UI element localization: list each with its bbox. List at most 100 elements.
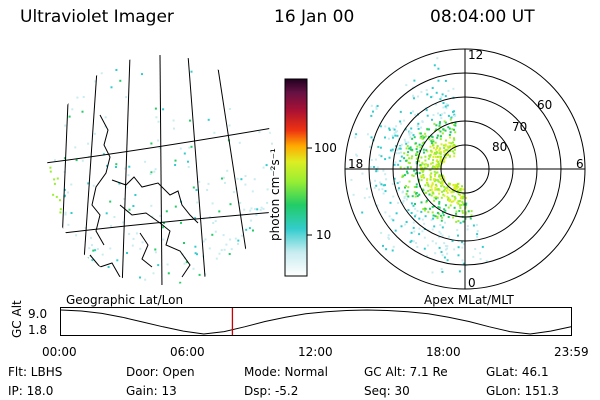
emission-pixel xyxy=(432,159,435,161)
emission-pixel xyxy=(429,154,432,156)
emission-pixel xyxy=(376,166,379,169)
emission-pixel xyxy=(447,114,450,117)
emission-pixel xyxy=(36,260,38,262)
emission-pixel xyxy=(66,252,68,255)
emission-pixel xyxy=(455,212,457,215)
emission-pixel xyxy=(454,183,457,186)
emission-pixel xyxy=(76,256,79,259)
emission-pixel xyxy=(411,137,414,140)
emission-pixel xyxy=(406,166,409,169)
emission-pixel xyxy=(459,197,462,200)
emission-pixel xyxy=(221,177,223,180)
emission-pixel xyxy=(440,155,442,158)
emission-pixel xyxy=(270,168,273,171)
emission-pixel xyxy=(382,184,385,187)
emission-pixel xyxy=(202,240,205,243)
emission-pixel xyxy=(406,154,409,157)
emission-pixel xyxy=(403,157,406,160)
emission-pixel xyxy=(443,150,446,153)
emission-pixel xyxy=(436,155,439,158)
emission-pixel xyxy=(421,144,424,147)
emission-pixel xyxy=(356,154,359,157)
emission-pixel xyxy=(434,179,437,181)
emission-pixel xyxy=(113,216,116,218)
emission-pixel xyxy=(442,193,445,196)
emission-pixel xyxy=(412,240,415,243)
emission-pixel xyxy=(158,147,161,149)
emission-pixel xyxy=(265,229,268,232)
emission-pixel xyxy=(267,253,270,256)
emission-pixel xyxy=(75,234,78,237)
emission-pixel xyxy=(396,182,399,185)
emission-pixel xyxy=(431,139,434,142)
emission-pixel xyxy=(37,130,39,132)
emission-pixel xyxy=(443,188,446,191)
emission-pixel xyxy=(370,104,373,107)
emission-pixel xyxy=(419,164,422,167)
emission-pixel xyxy=(141,73,143,76)
emission-pixel xyxy=(384,158,387,161)
emission-pixel xyxy=(444,105,447,108)
emission-pixel xyxy=(34,208,36,210)
emission-pixel xyxy=(453,155,456,158)
emission-pixel xyxy=(452,184,455,186)
emission-pixel xyxy=(464,212,467,214)
gain-readout: Gain: 13 xyxy=(126,384,177,398)
emission-pixel xyxy=(429,178,432,181)
door-readout: Door: Open xyxy=(126,365,195,379)
emission-pixel xyxy=(423,163,426,166)
emission-pixel xyxy=(53,178,56,181)
emission-pixel xyxy=(192,186,195,189)
emission-pixel xyxy=(438,230,441,233)
emission-pixel xyxy=(422,148,425,151)
emission-pixel xyxy=(389,201,392,204)
emission-pixel xyxy=(449,145,452,148)
emission-pixel xyxy=(413,97,415,100)
emission-pixel xyxy=(409,166,412,169)
emission-pixel xyxy=(423,136,426,139)
emission-pixel xyxy=(435,197,438,200)
emission-pixel xyxy=(59,211,62,214)
emission-pixel xyxy=(421,137,424,140)
emission-pixel xyxy=(423,176,425,179)
emission-pixel xyxy=(57,116,60,119)
emission-pixel xyxy=(445,103,448,106)
emission-pixel xyxy=(449,136,451,139)
emission-pixel xyxy=(421,142,424,145)
emission-pixel xyxy=(218,252,221,255)
emission-pixel xyxy=(458,200,461,202)
emission-pixel xyxy=(453,124,456,126)
emission-pixel xyxy=(398,187,400,190)
emission-pixel xyxy=(394,134,397,137)
emission-pixel xyxy=(262,166,265,169)
emission-pixel xyxy=(474,248,477,250)
emission-pixel xyxy=(48,87,51,89)
emission-pixel xyxy=(415,152,418,155)
emission-pixel xyxy=(281,244,283,246)
emission-pixel xyxy=(421,175,424,178)
emission-pixel xyxy=(162,238,165,241)
emission-pixel xyxy=(166,263,169,266)
emission-pixel xyxy=(355,153,358,156)
emission-pixel xyxy=(213,131,216,134)
emission-pixel xyxy=(378,181,381,184)
emission-pixel xyxy=(377,145,380,148)
emission-pixel xyxy=(91,259,94,262)
emission-pixel xyxy=(276,284,277,285)
emission-pixel xyxy=(432,214,435,217)
emission-pixel xyxy=(70,288,72,290)
emission-pixel xyxy=(420,210,423,213)
emission-pixel xyxy=(409,112,412,115)
emission-pixel xyxy=(441,184,444,187)
emission-pixel xyxy=(404,223,407,226)
emission-pixel xyxy=(441,254,444,257)
emission-pixel xyxy=(372,110,374,113)
emission-pixel xyxy=(414,142,417,145)
emission-pixel xyxy=(354,136,357,139)
emission-pixel xyxy=(105,212,108,215)
emission-pixel xyxy=(262,207,265,210)
emission-pixel xyxy=(206,189,209,191)
emission-pixel xyxy=(451,145,454,148)
emission-pixel xyxy=(237,239,240,242)
emission-pixel xyxy=(366,133,369,136)
